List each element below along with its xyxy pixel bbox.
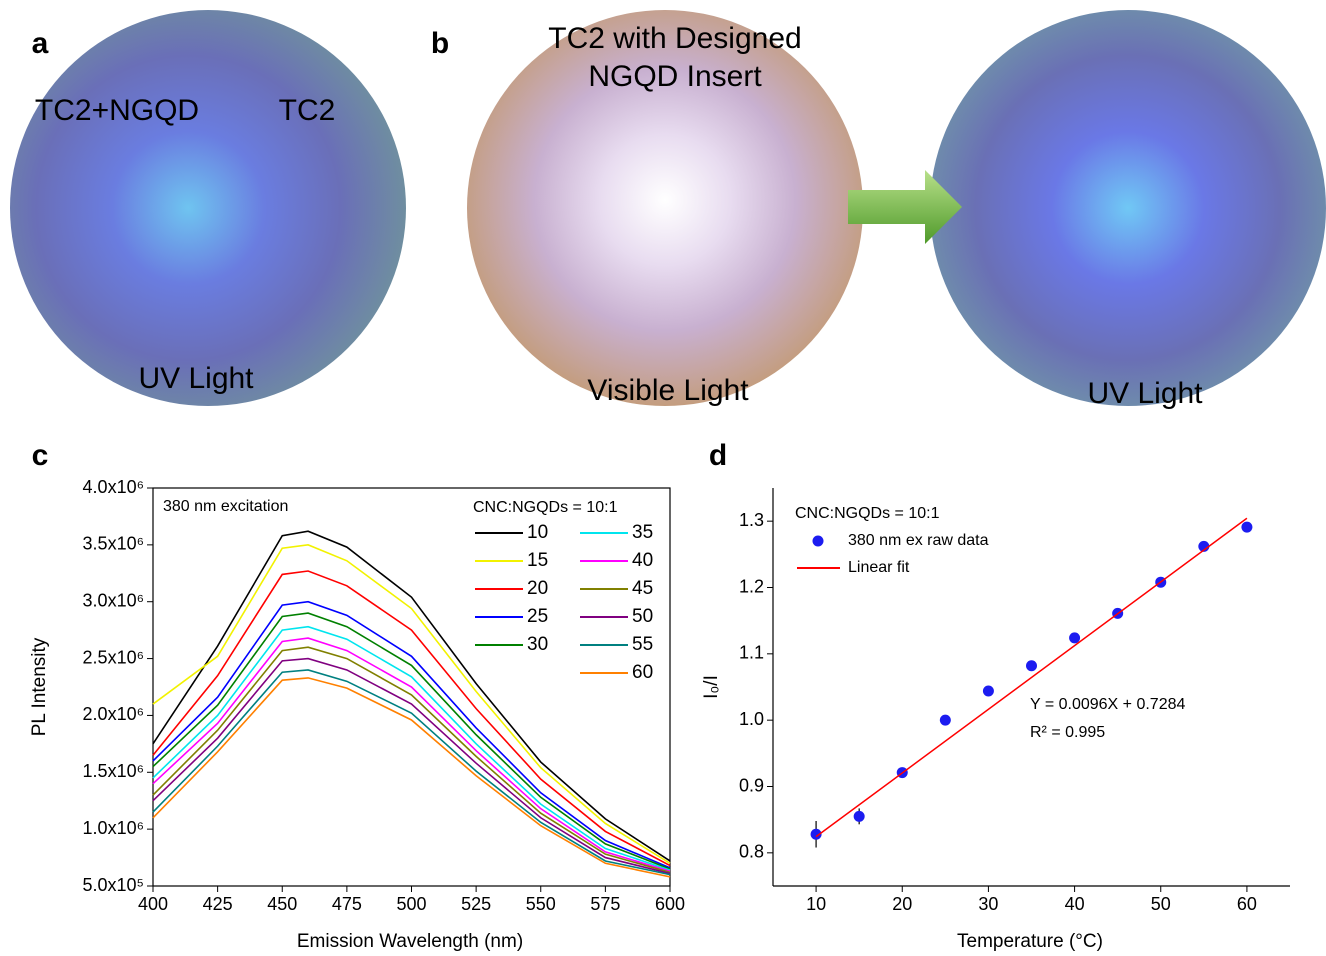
photo-text: UV Light — [138, 362, 254, 395]
x-tick-label: 500 — [396, 894, 426, 914]
x-tick-label: 600 — [655, 894, 685, 914]
y-tick-label: 2.5x10⁶ — [83, 647, 144, 667]
data-point — [939, 714, 951, 726]
photo-text: TC2+NGQD — [35, 94, 199, 127]
annotation: R² = 0.995 — [1030, 724, 1105, 741]
y-tick-label: 1.2 — [739, 576, 764, 596]
spectrum-line — [152, 612, 671, 870]
x-tick-label: 475 — [332, 894, 362, 914]
photo-visible — [467, 10, 863, 406]
x-axis-title: Temperature (°C) — [957, 931, 1103, 952]
spectrum-line — [152, 600, 671, 869]
x-tick-label: 40 — [1065, 894, 1085, 914]
legend-swatch — [812, 535, 824, 547]
spectrum-line — [152, 530, 671, 862]
y-tick-label: 0.8 — [739, 842, 764, 862]
legend-label: 35 — [632, 522, 653, 543]
fit-line — [815, 517, 1248, 838]
legend-label: 50 — [632, 606, 653, 627]
y-tick-label: 5.0x10⁵ — [82, 875, 144, 895]
legend-label: Linear fit — [848, 559, 910, 576]
legend-label: 40 — [632, 550, 653, 571]
x-tick-label: 30 — [978, 894, 998, 914]
x-tick-label: 450 — [267, 894, 297, 914]
x-tick-label: 525 — [461, 894, 491, 914]
x-tick-label: 10 — [806, 894, 826, 914]
y-axis-title: PL Intensity — [29, 637, 50, 736]
photo-text: TC2 — [279, 94, 336, 127]
spectrum-line — [152, 637, 671, 872]
arrow — [848, 170, 962, 244]
spectrum-line — [152, 677, 671, 878]
legend-label: 55 — [632, 634, 653, 655]
panel-label: c — [32, 439, 49, 472]
y-tick-label: 1.0x10⁶ — [83, 818, 144, 838]
legend-label: 45 — [632, 578, 653, 599]
data-point — [982, 685, 994, 697]
legend-label: 30 — [527, 634, 548, 655]
spectrum-line — [152, 544, 671, 864]
data-point — [853, 810, 865, 822]
photo-text: UV Light — [1087, 377, 1203, 410]
data-point — [1026, 660, 1037, 672]
x-tick-label: 20 — [892, 894, 912, 914]
x-tick-label: 60 — [1237, 894, 1257, 914]
photo-uv-a — [10, 10, 406, 406]
x-tick-label: 50 — [1151, 894, 1171, 914]
legend-label: 15 — [527, 550, 548, 571]
y-tick-label: 0.9 — [739, 775, 764, 795]
y-tick-label: 1.5x10⁶ — [83, 761, 144, 781]
x-tick-label: 550 — [526, 894, 556, 914]
y-tick-label: 1.1 — [739, 643, 764, 663]
photo-text: NGQD Insert — [588, 60, 762, 93]
annotation: Y = 0.0096X + 0.7284 — [1030, 696, 1186, 713]
spectrum-line — [152, 669, 671, 876]
data-point — [1198, 540, 1210, 552]
y-axis-title: I₀/I — [701, 675, 722, 699]
legend-label: 25 — [527, 606, 548, 627]
panel-label: a — [32, 27, 49, 60]
legend-label: 20 — [527, 578, 548, 599]
photo-uv-b — [930, 10, 1326, 406]
photo-text: Visible Light — [587, 374, 749, 407]
y-tick-label: 1.3 — [739, 510, 764, 530]
legend-label: 10 — [527, 522, 548, 543]
x-tick-label: 425 — [203, 894, 233, 914]
y-tick-label: 3.5x10⁶ — [83, 534, 144, 554]
data-point — [1069, 632, 1081, 644]
y-tick-label: 1.0 — [739, 709, 764, 729]
x-tick-label: 575 — [590, 894, 620, 914]
data-point — [1241, 521, 1253, 533]
data-point — [810, 828, 822, 840]
y-tick-label: 4.0x10⁶ — [83, 477, 144, 497]
legend-label: 380 nm ex raw data — [848, 532, 989, 549]
x-axis-title: Emission Wavelength (nm) — [297, 931, 523, 952]
legend-title: CNC:NGQDs = 10:1 — [473, 499, 618, 516]
spectrum-line — [152, 570, 671, 867]
x-tick-label: 400 — [138, 894, 168, 914]
photo-text: TC2 with Designed — [548, 22, 801, 55]
y-tick-label: 2.0x10⁶ — [83, 704, 144, 724]
panel-label: d — [709, 439, 727, 472]
annotation: 380 nm excitation — [163, 498, 288, 515]
spectrum-line — [152, 657, 671, 875]
spectrum-line — [152, 646, 671, 874]
panel-label: b — [431, 27, 449, 60]
spectrum-line — [152, 625, 671, 871]
legend-title: CNC:NGQDs = 10:1 — [795, 505, 940, 522]
y-tick-label: 3.0x10⁶ — [83, 590, 144, 610]
legend-label: 60 — [632, 662, 653, 683]
